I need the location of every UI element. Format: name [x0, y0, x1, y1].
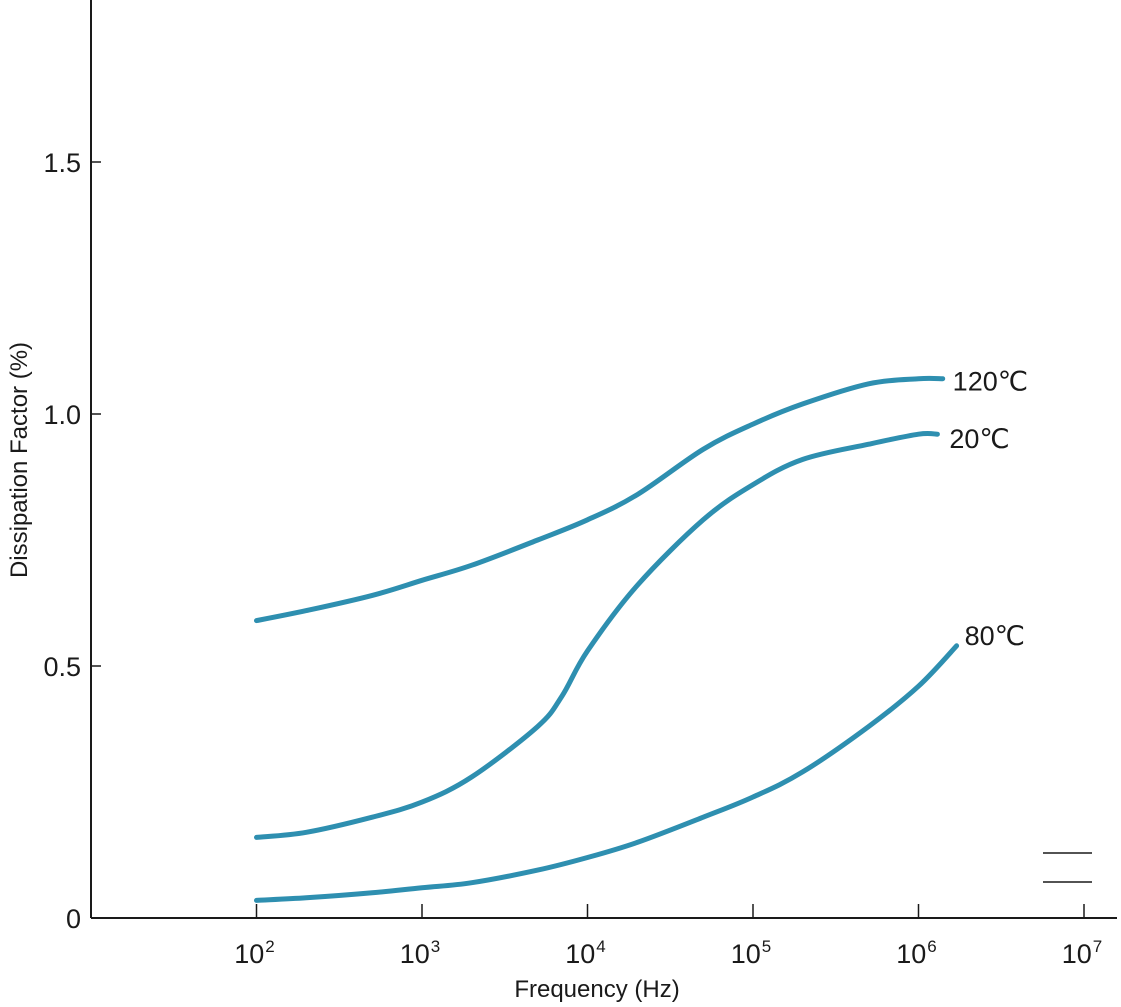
x-tick-label: 106 [896, 937, 937, 969]
series-2-line [254, 643, 960, 903]
y-tick-label: 0 [66, 904, 81, 934]
x-tick-label: 102 [234, 937, 275, 969]
series-0-line [254, 375, 946, 624]
y-tick-label: 0.5 [43, 652, 81, 682]
series-0-label: 120℃ [953, 367, 1028, 397]
x-tick-label: 103 [400, 937, 441, 969]
series-2-label: 80℃ [965, 621, 1025, 651]
y-tick-label: 1.5 [43, 148, 81, 178]
series-1-line [254, 430, 940, 840]
y-axis-title: Dissipation Factor (%) [6, 342, 33, 578]
x-tick-label: 104 [565, 937, 606, 969]
axes: 0 0.5 1.0 1.5 102 103 104 105 106 107 [43, 0, 1117, 969]
x-tick-label: 107 [1062, 937, 1103, 969]
labels-layer: 120℃ 20℃ 80℃ [949, 367, 1028, 651]
x-axis-title: Frequency (Hz) [514, 976, 679, 1003]
y-tick-label: 1.0 [43, 400, 81, 430]
x-tick-label: 105 [731, 937, 772, 969]
series-layer [254, 375, 960, 903]
series-1-label: 20℃ [949, 424, 1009, 454]
